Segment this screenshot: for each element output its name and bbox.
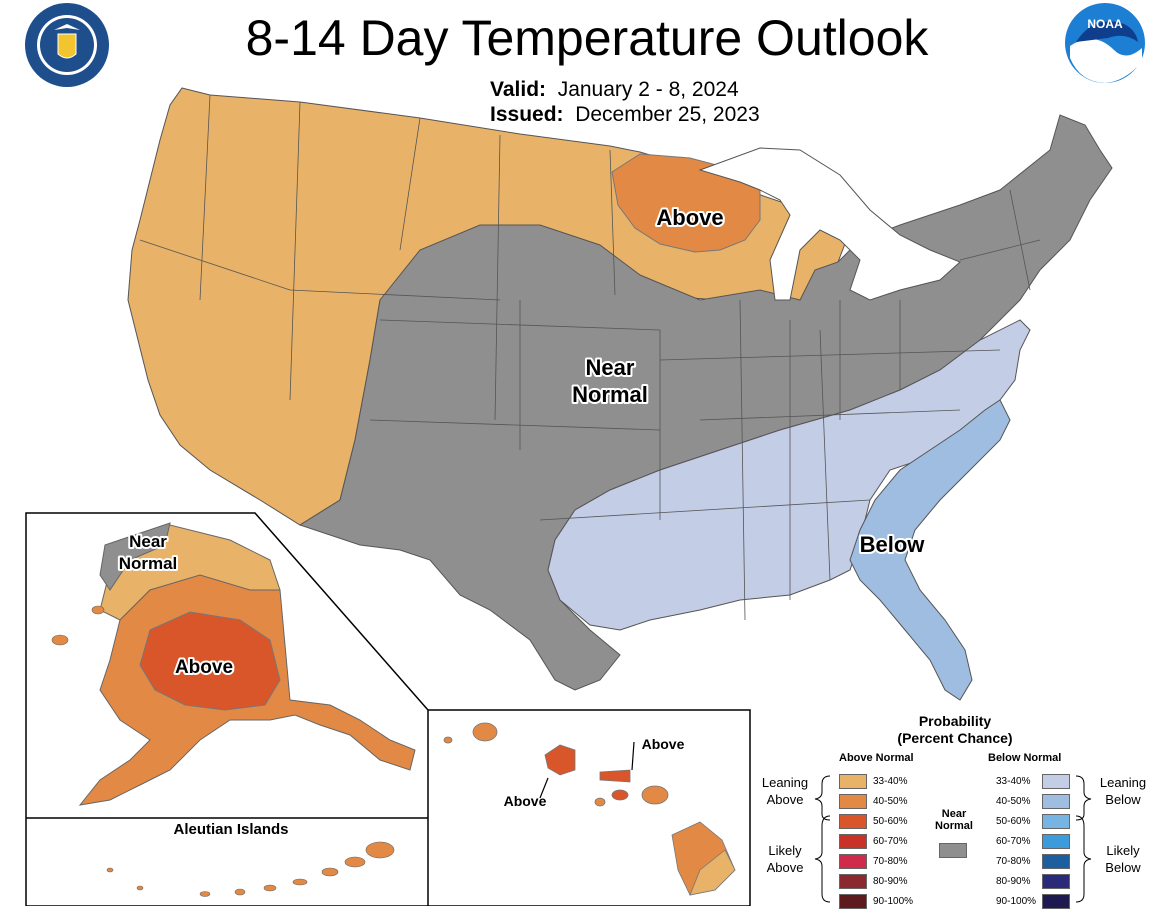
legend-swatch-below-6 (1042, 894, 1070, 909)
valid-line: Valid: January 2 - 8, 2024 (490, 78, 739, 102)
legend-title-1: Probability (918, 713, 992, 729)
legend-swatch-above-5 (839, 874, 867, 889)
conus-below-region (849, 399, 1011, 701)
legend-leaning-below-1: Leaning (1099, 775, 1147, 790)
alaska-inset-frame (25, 512, 429, 906)
legend-range-above-1: 40-50% (873, 796, 908, 807)
aleutian-islands-shapes (51, 605, 395, 897)
legend-likely-above-1: Likely (768, 843, 802, 858)
legend-near-header-2: Normal (935, 820, 973, 832)
alaska-near-normal (99, 522, 171, 591)
label-aleutian: Aleutian Islands (173, 821, 288, 838)
label-conus-near-2: Normal (572, 382, 648, 407)
legend-near-header: Near Normal (934, 808, 974, 832)
legend-leaning-below-2: Below (1105, 792, 1141, 807)
legend-swatch-below-1 (1042, 794, 1070, 809)
alaska-above-likely (139, 611, 281, 711)
legend-brace-below (1075, 775, 1092, 903)
legend-swatch-below-3 (1042, 834, 1070, 849)
legend-range-below-6: 90-100% (996, 896, 1037, 907)
legend-likely-above-2: Above (766, 860, 804, 875)
legend-above-header: Above Normal (839, 752, 914, 764)
legend-swatch-above-1 (839, 794, 867, 809)
legend-range-below-2: 50-60% (996, 816, 1031, 827)
noaa-logo-icon: NOAA (1065, 3, 1145, 83)
great-lakes (698, 147, 961, 301)
legend-range-above-3: 60-70% (873, 836, 908, 847)
issued-line: Issued: December 25, 2023 (490, 103, 760, 127)
page-title: 8-14 Day Temperature Outlook (245, 10, 929, 66)
legend-swatch-above-3 (839, 834, 867, 849)
legend-range-above-4: 70-80% (873, 856, 908, 867)
label-ak-above: Above (175, 657, 233, 678)
legend-leaning-below: Leaning Below (1092, 774, 1154, 808)
hawaii-inset-frame (428, 709, 751, 906)
legend-range-above-0: 33-40% (873, 776, 908, 787)
legend-range-above-2: 50-60% (873, 816, 908, 827)
label-hi-above-1: Above (504, 793, 547, 809)
state-boundaries (139, 94, 1041, 621)
valid-label: Valid: (490, 78, 547, 101)
legend-range-below-5: 80-90% (996, 876, 1031, 887)
label-conus-above: Above (656, 205, 723, 230)
legend-title-2: (Percent Chance) (897, 730, 1013, 746)
legend-below-header: Below Normal (988, 752, 1062, 764)
legend-swatch-near (939, 843, 967, 858)
legend-swatch-above-0 (839, 774, 867, 789)
legend-swatch-below-2 (1042, 814, 1070, 829)
legend-swatch-below-4 (1042, 854, 1070, 869)
legend-leaning-above-2: Above (766, 792, 804, 807)
legend-range-below-0: 33-40% (996, 776, 1031, 787)
legend-swatch-above-4 (839, 854, 867, 869)
hawaii-islands (443, 722, 736, 896)
legend-near-header-1: Near (941, 808, 967, 820)
legend-swatch-below-5 (1042, 874, 1070, 889)
issued-label: Issued: (490, 103, 564, 126)
legend-leaning-above-1: Leaning (761, 775, 809, 790)
legend-range-above-5: 80-90% (873, 876, 908, 887)
legend-range-below-4: 70-80% (996, 856, 1031, 867)
legend-range-above-6: 90-100% (873, 896, 914, 907)
legend-swatch-above-6 (839, 894, 867, 909)
conus-above-region (611, 153, 761, 253)
legend-likely-above: Likely Above (756, 842, 814, 876)
label-conus-below: Below (860, 532, 926, 557)
commerce-seal-icon (25, 3, 109, 87)
label-conus-near-1: Near (586, 355, 635, 380)
legend-range-below-1: 40-50% (996, 796, 1031, 807)
legend-swatch-below-0 (1042, 774, 1070, 789)
legend-swatch-above-2 (839, 814, 867, 829)
valid-value: January 2 - 8, 2024 (557, 78, 739, 101)
noaa-logo-text: NOAA (1087, 17, 1123, 31)
legend-leaning-above: Leaning Above (756, 774, 814, 808)
legend-likely-below: Likely Below (1092, 842, 1154, 876)
legend-likely-below-2: Below (1105, 860, 1141, 875)
label-ak-near-2: Normal (119, 554, 178, 573)
legend-likely-below-1: Likely (1106, 843, 1140, 858)
legend-range-below-3: 60-70% (996, 836, 1031, 847)
legend-brace-above (814, 775, 831, 903)
label-hi-above-2: Above (642, 736, 685, 752)
issued-value: December 25, 2023 (575, 103, 760, 126)
label-ak-near-1: Near (129, 532, 167, 551)
